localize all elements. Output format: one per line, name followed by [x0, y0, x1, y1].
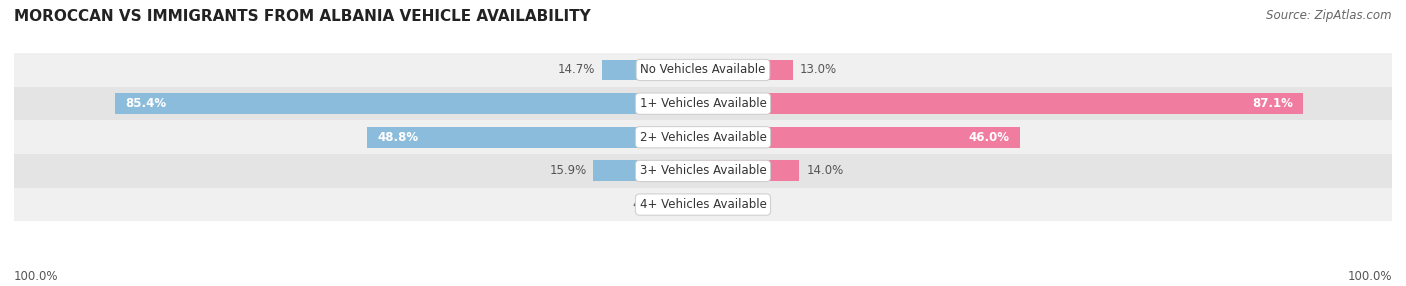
Text: 4.1%: 4.1%	[738, 198, 768, 211]
Text: 87.1%: 87.1%	[1251, 97, 1292, 110]
Bar	[703, 194, 731, 215]
Text: Source: ZipAtlas.com: Source: ZipAtlas.com	[1267, 9, 1392, 21]
Bar	[14, 120, 1392, 154]
Bar	[14, 53, 1392, 87]
Bar	[669, 194, 703, 215]
Bar	[703, 127, 1019, 148]
Bar	[602, 59, 703, 80]
Text: 14.7%: 14.7%	[557, 63, 595, 76]
Text: 100.0%: 100.0%	[1347, 270, 1392, 283]
Text: MOROCCAN VS IMMIGRANTS FROM ALBANIA VEHICLE AVAILABILITY: MOROCCAN VS IMMIGRANTS FROM ALBANIA VEHI…	[14, 9, 591, 23]
Text: 4+ Vehicles Available: 4+ Vehicles Available	[640, 198, 766, 211]
Text: 1+ Vehicles Available: 1+ Vehicles Available	[640, 97, 766, 110]
Bar	[367, 127, 703, 148]
Text: No Vehicles Available: No Vehicles Available	[640, 63, 766, 76]
Text: 4.9%: 4.9%	[633, 198, 662, 211]
Text: 100.0%: 100.0%	[14, 270, 59, 283]
Text: 15.9%: 15.9%	[550, 164, 586, 177]
Text: 3+ Vehicles Available: 3+ Vehicles Available	[640, 164, 766, 177]
Bar	[115, 93, 703, 114]
Legend: Moroccan, Immigrants from Albania: Moroccan, Immigrants from Albania	[564, 284, 842, 286]
Text: 2+ Vehicles Available: 2+ Vehicles Available	[640, 131, 766, 144]
Text: 46.0%: 46.0%	[969, 131, 1010, 144]
Bar	[703, 59, 793, 80]
Bar	[593, 160, 703, 181]
Bar	[703, 160, 800, 181]
Text: 85.4%: 85.4%	[125, 97, 166, 110]
Bar	[703, 93, 1303, 114]
Text: 13.0%: 13.0%	[800, 63, 837, 76]
Bar	[14, 87, 1392, 120]
Text: 48.8%: 48.8%	[377, 131, 418, 144]
Bar	[14, 188, 1392, 221]
Bar	[14, 154, 1392, 188]
Text: 14.0%: 14.0%	[807, 164, 844, 177]
